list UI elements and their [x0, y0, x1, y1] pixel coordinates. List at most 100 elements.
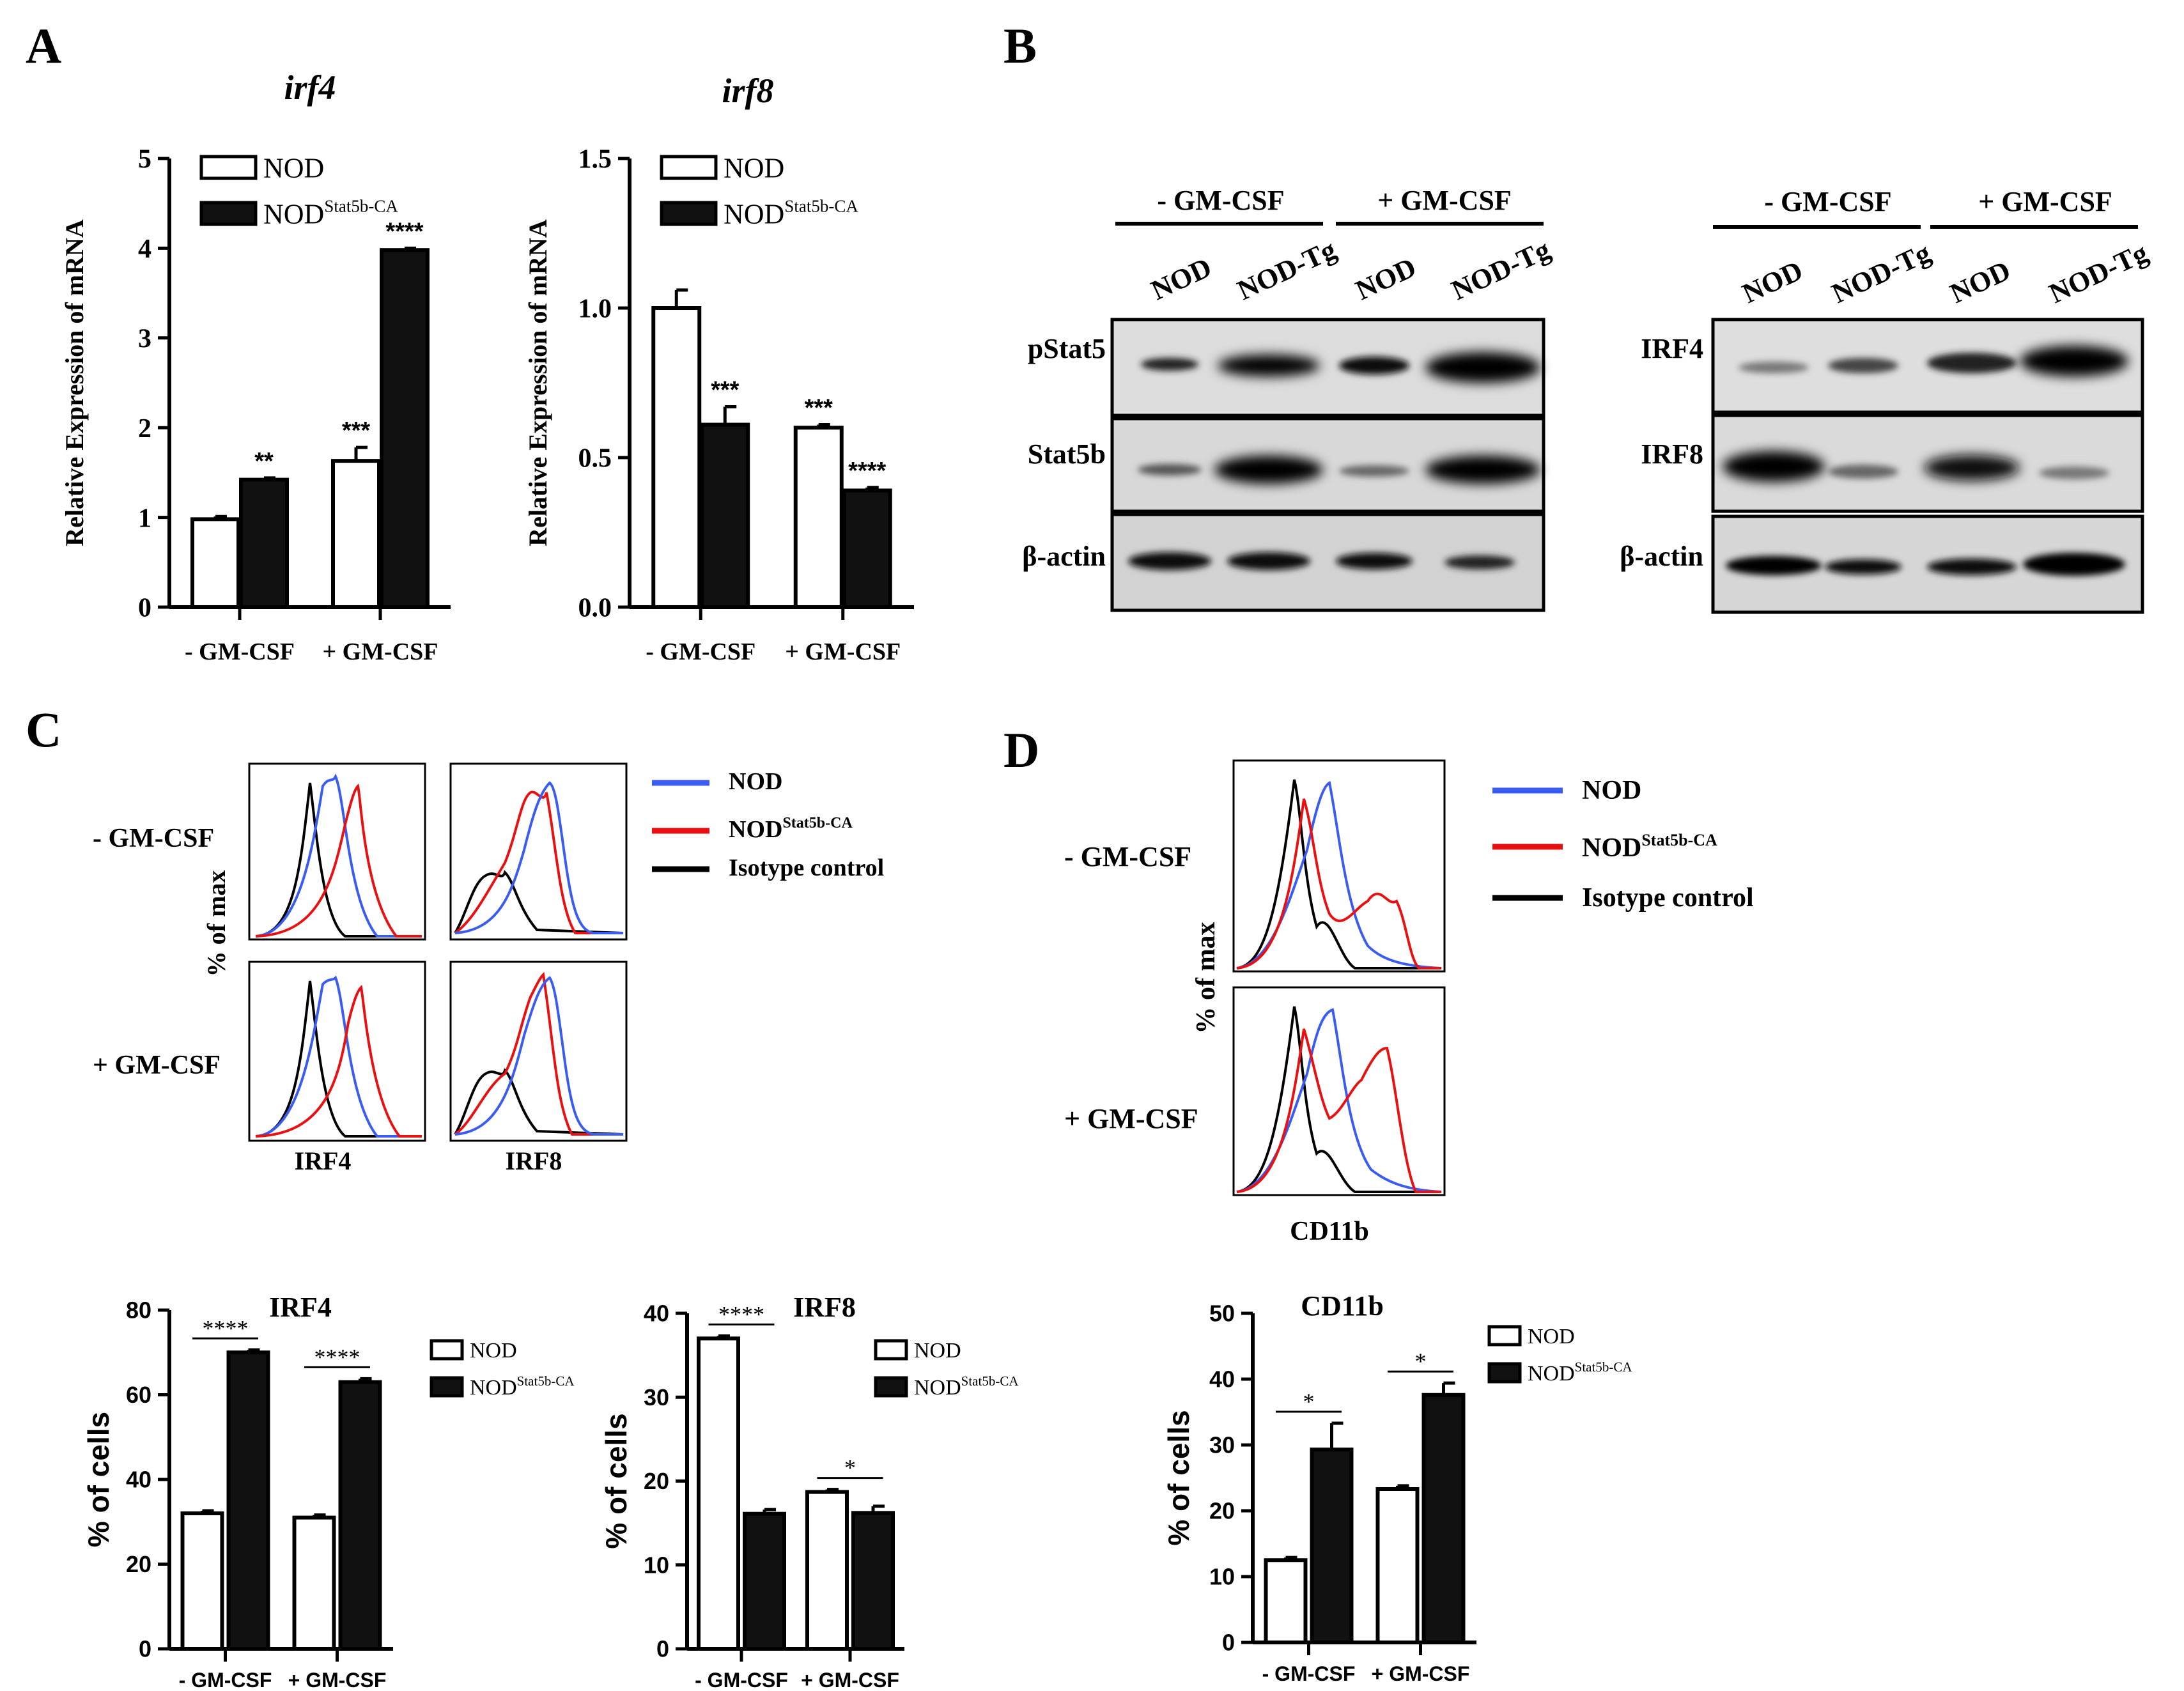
flow-c-box-irf4-minus — [248, 762, 426, 941]
legend-label-nod: NOD — [263, 152, 324, 183]
y-axis-label: % of cells — [600, 1413, 633, 1548]
hist-irf8-plus-tg — [454, 971, 623, 1136]
blot-left-header-plus: + GM-CSF — [1377, 185, 1512, 216]
bar-nod-0 — [180, 1511, 224, 1651]
chart-title: CD11b — [1301, 1290, 1384, 1322]
band-stat5b-lane1 — [1138, 464, 1202, 475]
blot-row-label-actin-left: β-actin — [1022, 541, 1106, 572]
legend-label-tg: NODStat5b-CA — [470, 1373, 575, 1400]
significance-label: **** — [848, 458, 886, 484]
y-tick-label: 0 — [656, 1636, 669, 1662]
flow-c-ylabel: % of max — [202, 870, 231, 977]
y-tick-label: 40 — [1209, 1366, 1235, 1393]
blot-row-label-stat5b: Stat5b — [1028, 438, 1106, 470]
band-irf4-lane4 — [2020, 346, 2128, 376]
x-category-label: - GM-CSF — [695, 1669, 788, 1691]
flow-c-box-irf8-minus — [449, 762, 628, 941]
y-tick-label: 4 — [138, 235, 151, 264]
bar-nod-1 — [292, 1515, 336, 1651]
y-tick-label: 80 — [126, 1297, 151, 1324]
flow-c-box-irf8-plus — [449, 961, 628, 1142]
significance-label: *** — [711, 376, 740, 403]
significance-label: **** — [314, 1344, 360, 1370]
bar-nod-0 — [1264, 1558, 1308, 1644]
flow-c-legend-tg: NODStat5b-CA — [729, 815, 853, 843]
legend-swatch-tg — [1487, 1362, 1522, 1384]
legend-swatch-nod — [430, 1339, 464, 1361]
bar-nodstat5b-ca-1 — [842, 488, 892, 609]
flow-d-legend-isotype: Isotype control — [1582, 883, 1754, 913]
blot-row-label-irf8: IRF8 — [1641, 438, 1703, 470]
legend-swatch-tg — [199, 201, 258, 226]
legend-label-nod: NOD — [470, 1339, 517, 1363]
hist-irf4-minus-nod — [255, 773, 422, 938]
irf8-percent-cells-chart: 0 10 20 30 40 IRF8 % of cells - GM-CSF **** + GM-… — [600, 1292, 1019, 1691]
blot-left-lane-4: NOD-Tg — [1447, 233, 1555, 306]
band-irf8-lane3 — [1924, 455, 2020, 481]
band-actin-left-lane3 — [1336, 553, 1413, 569]
band-stat5b-lane2 — [1214, 456, 1323, 484]
band-pstat5-lane4 — [1425, 352, 1540, 383]
bar-nod-0 — [651, 306, 702, 609]
blot-right-lane-2: NOD-Tg — [1827, 236, 1935, 309]
significance-label: **** — [718, 1301, 764, 1327]
bar-nodstat5b-ca-0 — [239, 477, 289, 610]
blot-right-lane-4: NOD-Tg — [2045, 236, 2153, 309]
chart-title: IRF8 — [793, 1292, 856, 1323]
legend-label-tg-base: NOD — [263, 198, 324, 229]
legend-swatch-nod — [199, 155, 258, 180]
y-tick-label: 10 — [1209, 1564, 1235, 1590]
flow-d-legend-tg-sup: Stat5b-CA — [1641, 831, 1717, 849]
bar-nod-1 — [1375, 1487, 1420, 1645]
legend-swatch-tg — [430, 1376, 464, 1398]
y-tick-label: 0.0 — [578, 594, 612, 623]
blot-left-lane-2: NOD-Tg — [1233, 233, 1341, 306]
blot-right-lane-3: NOD — [1946, 254, 2015, 309]
flow-c-row-label-plus: + GM-CSF — [93, 1051, 221, 1080]
bar-nod-1 — [331, 459, 381, 610]
band-irf8-lane2 — [1828, 465, 1898, 479]
chart-title: IRF4 — [269, 1292, 332, 1323]
legend-label-tg-base: NOD — [914, 1376, 961, 1400]
y-tick-label: 40 — [126, 1467, 151, 1493]
legend-label-tg-sup: Stat5b-CA — [517, 1373, 575, 1389]
y-tick-label: 30 — [644, 1384, 669, 1410]
hist-irf4-minus-tg — [255, 784, 422, 938]
hist-irf4-plus-tg — [255, 984, 422, 1138]
y-tick-label: 5 — [138, 145, 151, 174]
significance-label: **** — [385, 218, 423, 245]
y-tick-label: 0 — [1222, 1630, 1235, 1656]
legend-swatch-nod — [660, 155, 718, 180]
band-pstat5-lane1 — [1141, 358, 1198, 371]
western-blot-left: - GM-CSF + GM-CSF NOD NOD-Tg NOD NOD-Tg … — [1022, 185, 1555, 612]
hist-cd11b-minus-isotype — [1236, 779, 1441, 969]
legend-label-tg-base: NOD — [470, 1376, 517, 1400]
flow-d-legend-tg: NODStat5b-CA — [1582, 831, 1717, 863]
flow-d-ylabel: % of max — [1191, 922, 1221, 1034]
flow-d-row-label-plus: + GM-CSF — [1064, 1103, 1198, 1134]
bar-nodstat5b-ca-0 — [743, 1511, 786, 1651]
flow-c-row-label-minus: - GM-CSF — [93, 824, 214, 853]
bar-nodstat5b-ca-1 — [851, 1511, 895, 1651]
x-category-label: + GM-CSF — [801, 1669, 899, 1691]
y-tick-label: 20 — [1209, 1498, 1235, 1524]
legend-label-tg: NODStat5b-CA — [914, 1373, 1019, 1400]
band-actin-left-lane1 — [1128, 552, 1211, 570]
y-tick-label: 1.5 — [578, 145, 612, 174]
y-tick-label: 1.0 — [578, 295, 612, 324]
hist-cd11b-plus-tg — [1236, 1028, 1441, 1193]
flow-d-legend-tg-base: NOD — [1582, 833, 1641, 863]
bar-nodstat5b-ca-0 — [1310, 1448, 1354, 1644]
x-category-label: + GM-CSF — [322, 638, 438, 665]
x-category-label: - GM-CSF — [179, 1669, 272, 1691]
x-category-label: - GM-CSF — [646, 638, 755, 665]
irf4-percent-cells-chart: 0 20 40 60 80 IRF4 % of cells - GM-CSF **** + GM-… — [82, 1292, 575, 1691]
legend-label-tg: NODStat5b-CA — [724, 196, 858, 229]
significance-label: * — [1415, 1348, 1427, 1374]
flow-histograms-c: - GM-CSF + GM-CSF % of max IRF4 IRF8 NOD… — [93, 762, 884, 1175]
significance-label: ** — [254, 448, 274, 475]
flow-d-box-plus — [1232, 986, 1446, 1196]
y-axis-label: % of cells — [82, 1412, 115, 1547]
blot-row-label-actin-right: β-actin — [1620, 541, 1703, 572]
